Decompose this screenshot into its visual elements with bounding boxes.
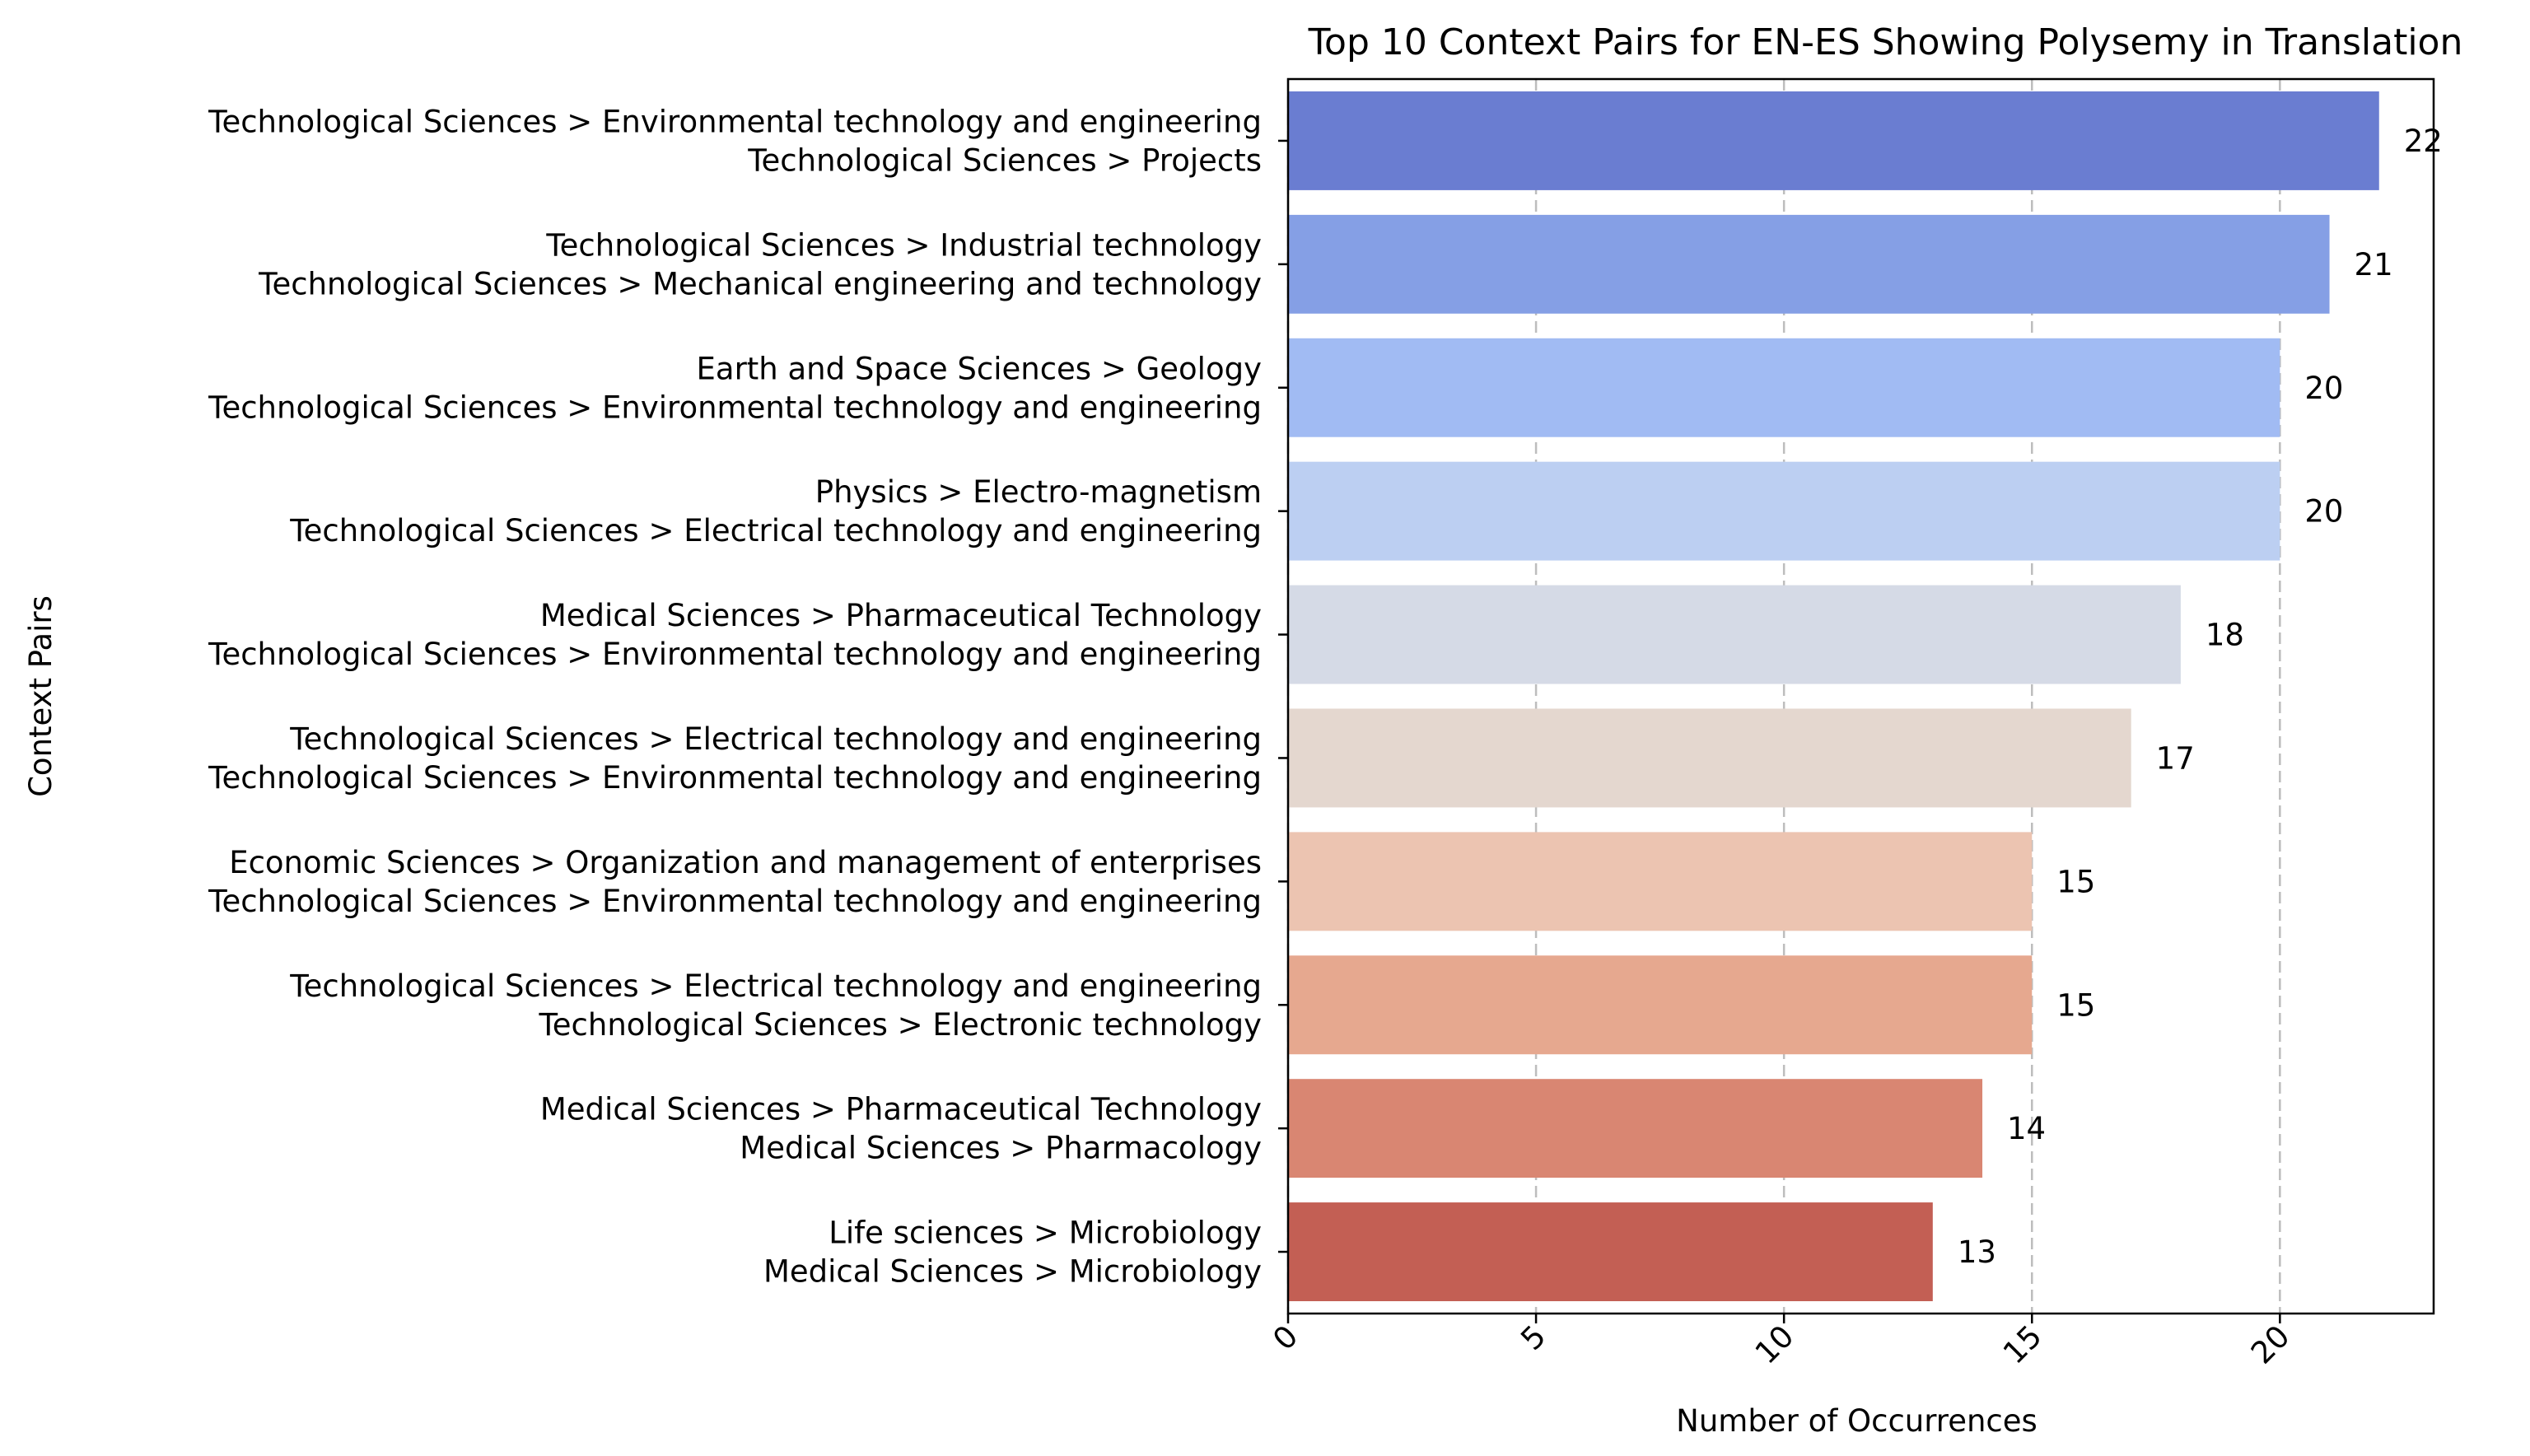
y-tick-label: Technological Sciences > Environmental t… [208, 884, 1262, 919]
data-labels: 22 21 20 20 18 17 15 15 14 13 [1958, 124, 2443, 1270]
y-tick-label: Medical Sciences > Pharmacology [740, 1131, 1262, 1166]
bars [1288, 91, 2379, 1302]
bar [1288, 832, 2033, 931]
y-tick-label: Technological Sciences > Electrical tech… [289, 968, 1262, 1004]
x-tick-label: 15 [1996, 1318, 2049, 1371]
data-label: 17 [2156, 740, 2195, 776]
bar [1288, 585, 2181, 684]
y-tick-label: Medical Sciences > Pharmaceutical Techno… [540, 598, 1262, 633]
x-tick-label: 10 [1748, 1318, 1801, 1371]
data-label: 15 [2056, 864, 2095, 899]
data-label: 20 [2304, 371, 2343, 406]
data-label: 21 [2355, 247, 2393, 282]
bar [1288, 338, 2280, 437]
y-tick-labels: Technological Sciences > Environmental t… [208, 104, 1288, 1290]
y-tick-label: Technological Sciences > Environmental t… [208, 104, 1262, 139]
y-tick-label: Earth and Space Sciences > Geology [697, 351, 1262, 386]
y-tick-label: Technological Sciences > Projects [747, 142, 1262, 178]
y-tick-label: Technological Sciences > Electrical tech… [289, 513, 1262, 548]
y-tick-label: Medical Sciences > Microbiology [763, 1254, 1262, 1290]
bar [1288, 461, 2280, 561]
y-tick-label: Technological Sciences > Mechanical engi… [258, 266, 1262, 301]
bar [1288, 955, 2033, 1055]
data-label: 14 [2007, 1111, 2046, 1146]
bar [1288, 1202, 1933, 1302]
y-tick-label: Physics > Electro-magnetism [815, 474, 1262, 510]
data-label: 22 [2404, 124, 2443, 159]
x-tick-label: 20 [2244, 1318, 2297, 1371]
bar [1288, 708, 2131, 808]
y-tick-label: Technological Sciences > Industrial tech… [545, 227, 1262, 263]
x-tick-label: 0 [1266, 1318, 1305, 1357]
plot-frame [1286, 77, 2435, 1315]
y-tick-label: Economic Sciences > Organization and man… [229, 845, 1262, 880]
x-tick-labels: 0 5 10 15 20 [1266, 1314, 2297, 1371]
data-label: 13 [1958, 1234, 1996, 1270]
data-label: 15 [2056, 987, 2095, 1023]
y-tick-label: Technological Sciences > Environmental t… [208, 760, 1262, 796]
y-tick-label: Technological Sciences > Electronic tech… [538, 1007, 1262, 1043]
bar [1288, 91, 2379, 190]
data-label: 20 [2304, 494, 2343, 530]
bar [1288, 214, 2330, 314]
bar [1288, 1079, 1983, 1178]
y-tick-label: Technological Sciences > Environmental t… [208, 390, 1262, 425]
y-tick-label: Technological Sciences > Electrical tech… [289, 721, 1262, 757]
x-axis-label: Number of Occurrences [1676, 1403, 2038, 1439]
x-tick-label: 5 [1514, 1318, 1552, 1357]
chart-title: Top 10 Context Pairs for EN-ES Showing P… [1308, 21, 2463, 63]
y-tick-label: Technological Sciences > Environmental t… [208, 637, 1262, 672]
y-axis-label: Context Pairs [23, 595, 58, 797]
y-tick-label: Life sciences > Microbiology [829, 1216, 1262, 1251]
data-label: 18 [2206, 618, 2244, 653]
y-tick-label: Medical Sciences > Pharmaceutical Techno… [540, 1092, 1262, 1127]
